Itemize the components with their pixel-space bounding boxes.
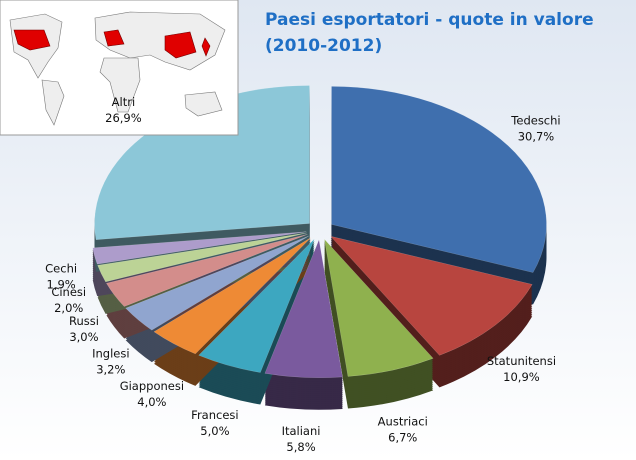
- slice-label: Russi: [69, 314, 99, 328]
- chart-subtitle: (2010-2012): [265, 36, 382, 56]
- slice-value-label: 3,2%: [96, 363, 125, 377]
- slice: [329, 235, 533, 356]
- slice-label: Statunitensi: [487, 354, 556, 368]
- slice-label: Cinesi: [51, 285, 86, 299]
- slice-value-label: 26,9%: [105, 111, 142, 125]
- slice-value-label: 4,0%: [137, 395, 166, 409]
- slice-label: Cechi: [45, 261, 77, 275]
- map-land: [94, 11, 226, 71]
- map-highlight: [13, 29, 51, 51]
- map-highlight: [164, 31, 197, 59]
- map-land: [99, 57, 141, 113]
- slice-value-label: 10,9%: [503, 370, 540, 384]
- slice-label: Inglesi: [92, 347, 129, 361]
- slice-value-label: 5,8%: [286, 440, 315, 454]
- slice-value-label: 6,7%: [388, 430, 417, 444]
- slice-label: Francesi: [191, 408, 238, 422]
- slice-value-label: 2,0%: [54, 301, 83, 315]
- map-highlight: [103, 29, 125, 47]
- slice-label: Austriaci: [378, 414, 428, 428]
- slice: [331, 86, 547, 273]
- slice-value-label: 30,7%: [518, 130, 555, 144]
- slice: [125, 235, 309, 331]
- slice-label: Italiani: [282, 424, 321, 438]
- slice: [92, 231, 307, 265]
- slice-value-label: 1,9%: [47, 277, 76, 291]
- map-land: [184, 91, 223, 117]
- slice: [198, 238, 315, 373]
- map-land: [41, 79, 65, 126]
- chart-title: Paesi esportatori - quote in valore: [265, 10, 594, 30]
- slice-value-label: 5,0%: [200, 424, 229, 438]
- slice-label: Altri: [112, 95, 136, 109]
- slice-label: Tedeschi: [510, 114, 560, 128]
- slice: [97, 232, 307, 283]
- pie: [92, 85, 547, 410]
- map-highlight: [201, 37, 211, 57]
- slice: [264, 238, 343, 379]
- slice-label: Giapponesi: [120, 379, 184, 393]
- map-inset: [0, 0, 239, 136]
- slice: [153, 237, 312, 355]
- slice-value-label: 3,0%: [69, 330, 98, 344]
- slice: [324, 238, 434, 377]
- slice: [106, 234, 308, 307]
